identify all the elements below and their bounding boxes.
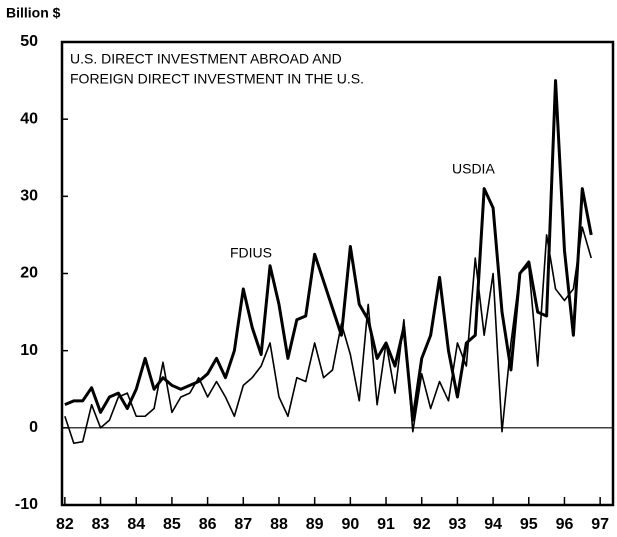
x-tick-label: 86 xyxy=(199,516,217,533)
x-tick-label: 89 xyxy=(306,516,324,533)
annotation: FDIUS xyxy=(230,245,272,261)
x-tick-label: 97 xyxy=(591,516,609,533)
y-tick-label: 10 xyxy=(20,342,38,359)
x-tick-label: 85 xyxy=(163,516,181,533)
chart-title: FOREIGN DIRECT INVESTMENT IN THE U.S. xyxy=(70,71,364,87)
series-line xyxy=(64,226,592,445)
x-tick-label: 91 xyxy=(377,516,395,533)
x-tick-label: 90 xyxy=(341,516,359,533)
x-tick-label: 82 xyxy=(56,516,74,533)
annotation: USDIA xyxy=(452,161,495,177)
series-line xyxy=(64,79,593,422)
x-tick-label: 95 xyxy=(520,516,538,533)
x-tick-label: 88 xyxy=(270,516,288,533)
x-tick-label: 94 xyxy=(484,516,502,533)
y-tick-label: 0 xyxy=(29,419,38,436)
y-tick-label: 50 xyxy=(20,33,38,50)
chart-title: U.S. DIRECT INVESTMENT ABROAD AND xyxy=(70,51,342,67)
y-tick-label: -10 xyxy=(15,496,38,513)
y-axis-label: Billion $ xyxy=(6,5,61,21)
x-tick-label: 87 xyxy=(234,516,252,533)
x-tick-label: 84 xyxy=(127,516,145,533)
y-tick-label: 30 xyxy=(20,188,38,205)
y-tick-label: 20 xyxy=(20,265,38,282)
x-tick-label: 83 xyxy=(92,516,110,533)
x-tick-label: 96 xyxy=(556,516,574,533)
y-tick-label: 40 xyxy=(20,110,38,127)
x-tick-label: 92 xyxy=(413,516,431,533)
x-tick-label: 93 xyxy=(449,516,467,533)
